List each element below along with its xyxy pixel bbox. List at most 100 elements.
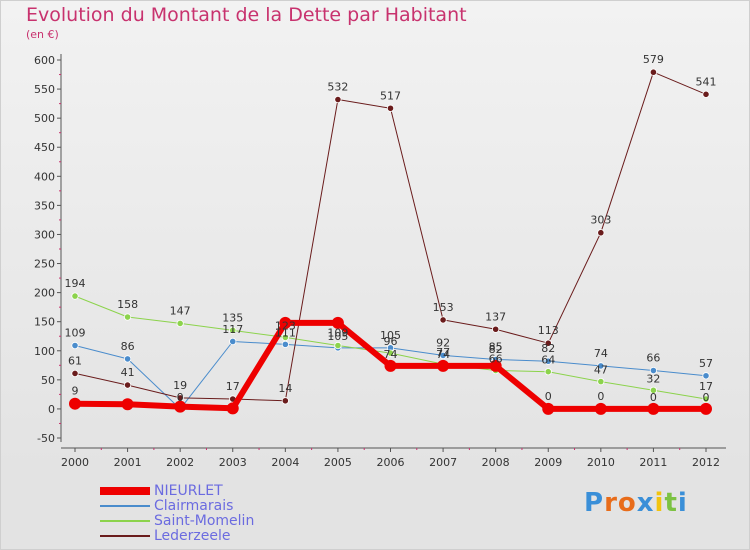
data-point-saint-momelin (281, 333, 289, 341)
data-point-lederzeele (649, 68, 658, 76)
data-label: 123 (275, 319, 296, 332)
data-point-nieurlet (331, 316, 344, 329)
data-label-lederzeele: 17 (226, 380, 240, 393)
logo-letter: i (677, 488, 688, 518)
data-label-lederzeele: 517 (380, 89, 401, 102)
y-tick-label: 600 (34, 54, 55, 67)
y-tick-label: 50 (41, 374, 55, 387)
data-label-clairmarais: 105 (380, 329, 401, 342)
x-tick-label: 2000 (61, 456, 89, 469)
data-label-lederzeele: 532 (327, 81, 348, 94)
data-label-lederzeele: 14 (278, 382, 292, 395)
data-label-clairmarais: 82 (541, 342, 555, 355)
data-point-nieurlet (174, 400, 187, 413)
logo-letter: x (636, 488, 655, 518)
data-point-nieurlet (700, 402, 712, 415)
legend-item-clairmarais: Clairmarais (98, 498, 318, 514)
data-point-nieurlet (226, 402, 239, 415)
data-label: 96 (384, 335, 398, 348)
data-point-lederzeele (439, 316, 447, 324)
data-label: 0 (177, 391, 184, 404)
x-tick-label: 2005 (324, 456, 352, 469)
y-tick-label: -50 (37, 432, 55, 445)
data-label: 0 (703, 391, 710, 404)
data-label-clairmarais: 86 (121, 340, 135, 353)
data-label-lederzeele: 541 (696, 75, 717, 88)
data-label-nieurlet: 0 (597, 390, 604, 403)
data-point-lederzeele (492, 325, 500, 333)
data-point-nieurlet (384, 359, 397, 372)
data-label-nieurlet: 9 (72, 385, 79, 398)
data-point-clairmarais (649, 366, 658, 375)
data-point-saint-momelin (71, 292, 79, 300)
legend-swatch (100, 535, 150, 537)
data-point-clairmarais (71, 341, 79, 350)
data-point-nieurlet (69, 397, 81, 410)
logo-letter: r (604, 488, 618, 518)
data-label-lederzeele: 153 (433, 301, 454, 314)
y-tick-label: 0 (48, 403, 55, 416)
data-label-saint-momelin: 17 (699, 380, 713, 393)
chart-unit: (en €) (26, 28, 59, 41)
data-point-saint-momelin (649, 386, 658, 394)
logo-letter: o (617, 488, 637, 518)
legend-item-saint-momelin: Saint-Momelin (98, 513, 318, 529)
x-tick-label: 2001 (114, 456, 142, 469)
data-point-nieurlet (437, 359, 450, 372)
data-label: 47 (594, 364, 608, 377)
data-label-lederzeele: 61 (68, 354, 82, 367)
y-tick-label: 300 (34, 228, 55, 241)
legend-swatch (100, 505, 150, 507)
data-label: 0 (650, 391, 657, 404)
legend-label: NIEURLET (154, 483, 223, 499)
data-point-saint-momelin (386, 349, 395, 357)
data-label: 64 (541, 354, 555, 367)
data-label: 77 (436, 346, 450, 359)
y-tick-label: 550 (34, 83, 55, 96)
legend-label: Saint-Momelin (154, 513, 255, 529)
data-point-nieurlet (542, 402, 555, 415)
data-point-clairmarais (281, 340, 289, 348)
data-label: 111 (275, 326, 296, 339)
data-label-lederzeele: 19 (173, 379, 187, 392)
data-label-clairmarais: 66 (646, 352, 660, 365)
data-label: 117 (222, 323, 243, 336)
x-tick-label: 2010 (587, 456, 615, 469)
logo-letter: i (654, 488, 665, 518)
data-point-clairmarais (123, 355, 132, 363)
y-tick-label: 350 (34, 199, 55, 212)
data-label-lederzeele: 41 (121, 366, 135, 379)
x-tick-label: 2002 (166, 456, 194, 469)
data-label-clairmarais: 92 (436, 336, 450, 349)
y-tick-label: 200 (34, 287, 55, 300)
y-tick-label: 500 (34, 112, 55, 125)
x-tick-label: 2008 (482, 456, 510, 469)
data-point-lederzeele (386, 104, 395, 112)
data-label: 32 (646, 372, 660, 385)
data-label: 105 (327, 330, 348, 343)
legend-swatch (100, 487, 150, 495)
data-label-lederzeele: 137 (485, 310, 506, 323)
data-label-saint-momelin: 147 (170, 304, 191, 317)
y-tick-label: 250 (34, 258, 55, 271)
data-label-clairmarais: 57 (699, 357, 713, 370)
data-point-clairmarais (229, 337, 237, 346)
data-label: 74 (384, 348, 398, 361)
data-label-clairmarais: 85 (489, 340, 503, 353)
data-label-lederzeele: 113 (538, 324, 559, 337)
x-tick-label: 2007 (429, 456, 457, 469)
legend-item-nieurlet: NIEURLET (98, 483, 318, 499)
data-point-saint-momelin (176, 319, 184, 328)
x-tick-label: 2009 (534, 456, 562, 469)
data-point-nieurlet (647, 402, 660, 415)
data-label-saint-momelin: 194 (65, 277, 86, 290)
data-point-clairmarais (702, 372, 710, 380)
data-label: 82 (489, 343, 503, 356)
data-label-lederzeele: 579 (643, 53, 664, 66)
data-point-nieurlet (489, 359, 502, 372)
logo-letter: P (584, 488, 605, 518)
data-point-saint-momelin (229, 326, 237, 335)
data-label: 66 (489, 353, 503, 366)
data-point-lederzeele (597, 229, 605, 237)
